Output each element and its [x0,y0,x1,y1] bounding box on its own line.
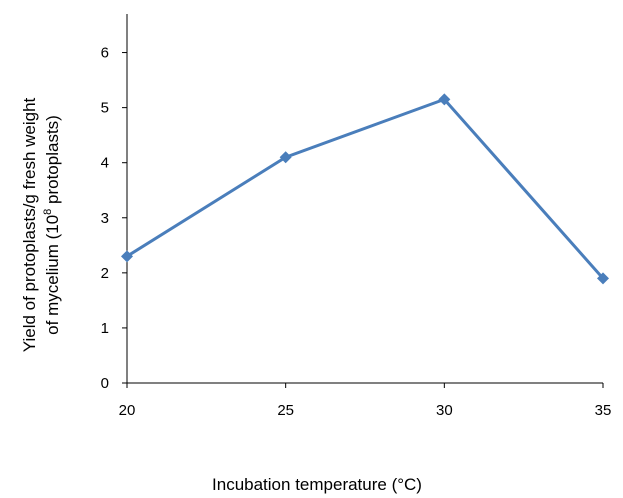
x-tick-label: 30 [436,402,453,419]
y-axis-label: Yield of protoplasts/g fresh weight [20,97,39,352]
x-axis-label: Incubation temperature (°C) [212,475,422,494]
y-tick-label: 4 [101,155,109,172]
line [126,97,605,280]
y-axis-label: of mycelium (108 protoplasts) [42,115,62,335]
y-tick-label: 6 [101,45,109,62]
y-tick-label: 5 [101,100,109,117]
x-tick-label: 35 [595,402,612,419]
y-axis-label-sup: 8 [42,209,54,215]
y-tick-label: 3 [101,210,109,227]
y-tick-label: 2 [101,265,109,282]
marker [438,93,451,106]
x-tick-label: 25 [277,402,294,419]
marker [279,151,292,164]
marker [121,250,133,263]
x-tick-label: 20 [119,402,136,419]
y-tick-label: 1 [101,320,109,337]
y-axis-label-part: protoplasts) [43,115,62,209]
y-axis-label-part: of mycelium (10 [43,215,62,335]
y-tick-label: 0 [101,375,109,392]
marker [597,272,609,285]
